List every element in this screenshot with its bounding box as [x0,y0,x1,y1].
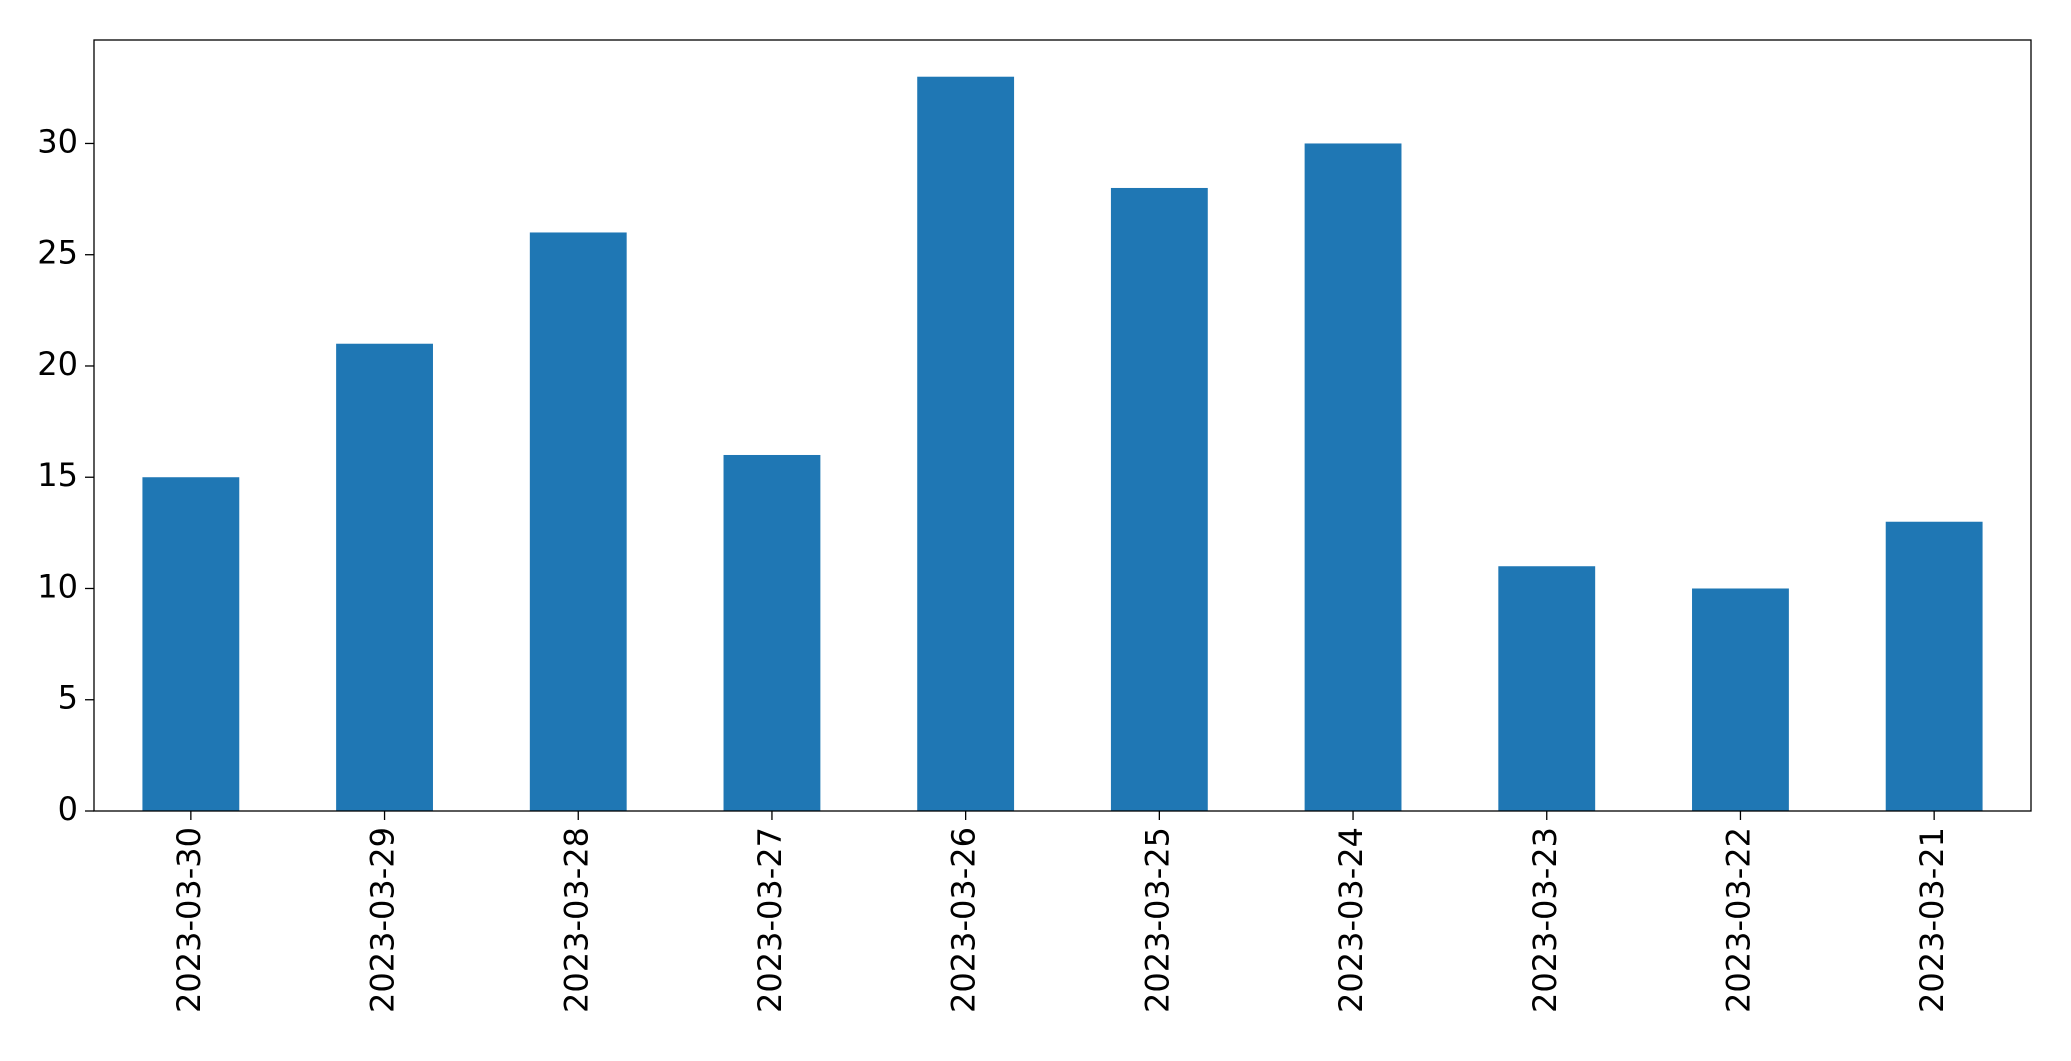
bar [723,454,821,811]
bar [917,76,1015,811]
y-tick-label: 30 [37,122,78,160]
bar [529,232,627,811]
x-tick-label: 2023-03-25 [1138,827,1176,1013]
bar [1304,143,1402,811]
x-tick-label: 2023-03-23 [1526,827,1564,1013]
plot-frame [93,39,2032,812]
y-tick-label: 10 [37,567,78,605]
y-tick-label: 25 [37,234,78,272]
x-tick-label: 2023-03-24 [1332,827,1370,1013]
bar [1885,521,1983,811]
x-tick-label: 2023-03-21 [1913,827,1951,1013]
bar [1692,588,1789,811]
bar [336,343,433,811]
x-tick-label: 2023-03-28 [557,827,595,1013]
y-tick-label: 15 [37,456,78,494]
x-tick-label: 2023-03-30 [170,827,208,1013]
y-tick-label: 20 [37,345,78,383]
y-tick-label: 0 [58,790,78,828]
y-tick-label: 5 [58,679,78,717]
x-tick-label: 2023-03-22 [1719,827,1757,1013]
x-tick-label: 2023-03-26 [945,827,983,1013]
bar [142,477,240,811]
x-tick-label: 2023-03-27 [751,827,789,1013]
bar [1498,566,1596,811]
bar [1110,187,1208,811]
x-tick-label: 2023-03-29 [364,827,402,1013]
